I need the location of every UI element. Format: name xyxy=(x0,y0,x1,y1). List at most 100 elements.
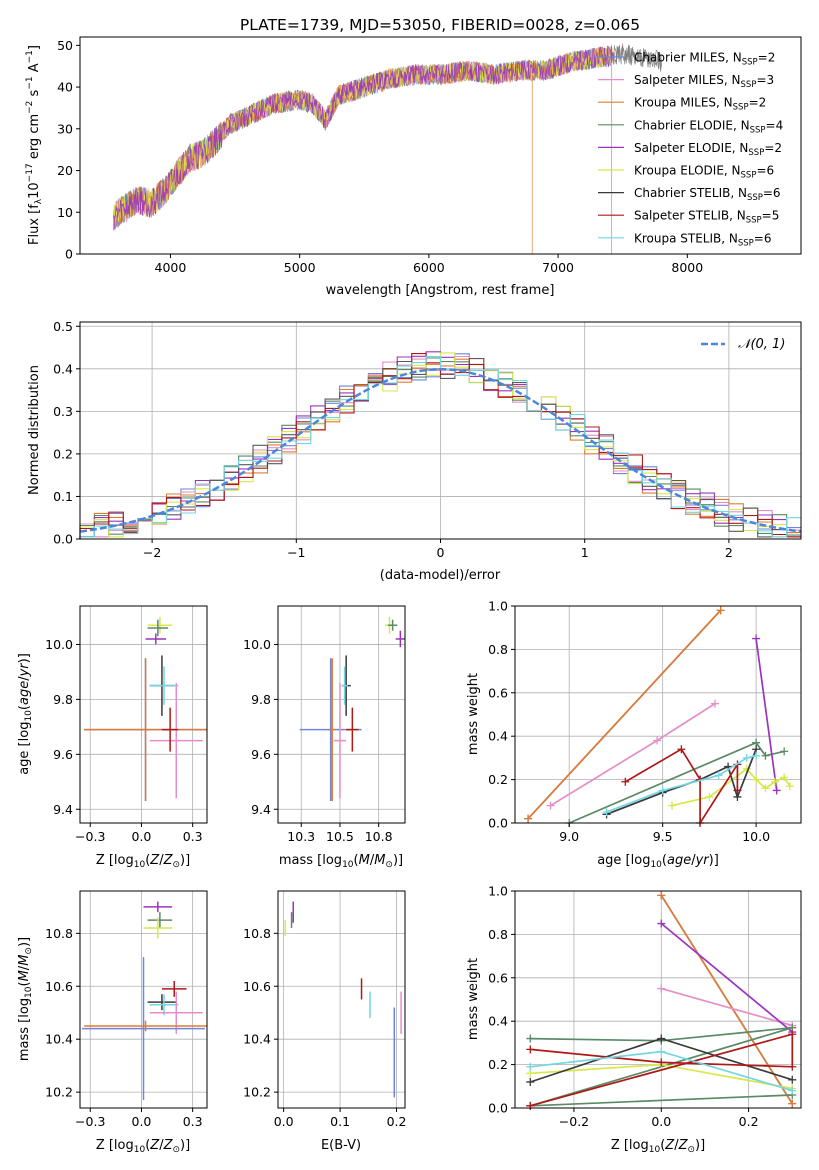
y-tick-label: 0.2 xyxy=(53,446,73,461)
x-tick-label: 4000 xyxy=(155,260,187,275)
y-tick-label: 10.4 xyxy=(243,1032,271,1047)
weight-series-salpeter-miles xyxy=(657,984,797,1030)
mass-vs-metallicity-panel: −0.3 0.0 0.3 10.2 10.4 10.6 10.8 Z [log10(Z/Z⊙… xyxy=(17,890,208,1155)
weight-age-xlabel: age [log10(age/yr)] xyxy=(597,853,719,870)
histogram-xlabel: (data-model)/error xyxy=(380,568,501,583)
legend-label: Kroupa ELODIE, NSSP=6 xyxy=(634,164,774,181)
weight-marker xyxy=(714,771,723,780)
y-tick-label: 0.2 xyxy=(488,772,508,787)
legend-label-sub: SSP xyxy=(741,171,757,181)
weight-marker xyxy=(788,1075,797,1084)
weight-age-axes-frame xyxy=(514,605,802,824)
y-tick-label: 10.8 xyxy=(243,926,271,941)
legend-label-base: Chabrier STELIB, N xyxy=(634,186,747,200)
x-tick-label: 1 xyxy=(581,545,589,560)
legend-label: Chabrier STELIB, NSSP=6 xyxy=(634,186,781,203)
legend-label-sub: SSP xyxy=(741,80,757,90)
legend-label: Salpeter ELODIE, NSSP=2 xyxy=(634,141,782,158)
y-tick-label: 10.0 xyxy=(45,637,73,652)
x-tick-label: 10.5 xyxy=(326,829,354,844)
errorbar-salpeter-elodie xyxy=(395,630,405,648)
legend-label: Salpeter MILES, NSSP=3 xyxy=(634,73,774,90)
errorbar-salpeter-elodie xyxy=(143,901,173,913)
legend-label: Salpeter STELIB, NSSP=5 xyxy=(634,209,779,226)
weight-marker xyxy=(602,808,611,817)
weight-age-ylabel: mass weight xyxy=(466,673,481,755)
y-tick-label: 0.3 xyxy=(53,404,73,419)
y-tick-label: 9.8 xyxy=(53,692,73,707)
weight-series-kroupa-stelib xyxy=(602,751,761,817)
weight-marker xyxy=(733,786,742,795)
errorbar-kroupa-miles xyxy=(84,1020,207,1032)
weight-marker xyxy=(677,745,686,754)
weight-line xyxy=(660,922,793,1033)
spectrum-xlabel: wavelength [Angstrom, rest frame] xyxy=(326,283,555,298)
weight-marker xyxy=(711,699,720,708)
errorbar-chabrier-elodie xyxy=(147,619,169,637)
weight-marker xyxy=(524,814,533,823)
weight-marker xyxy=(761,784,770,793)
x-tick-label: 10.3 xyxy=(287,829,315,844)
x-tick-label: −0.2 xyxy=(559,1114,589,1129)
residual-histogram-kroupa-stelib xyxy=(79,356,801,539)
errorbar-salpeter-miles xyxy=(333,682,347,799)
x-tick-label: 0.0 xyxy=(132,1114,152,1129)
errorbar-salpeter-miles xyxy=(149,991,203,1034)
weight-marker xyxy=(526,1034,535,1043)
errorbar-kroupa-miles xyxy=(84,658,207,802)
weight-series-salpeter-elodie xyxy=(752,634,781,795)
age-mass-xlabel: mass [log10(M/M⊙)] xyxy=(279,853,403,870)
errorbar-kroupa-elodie xyxy=(147,616,173,634)
legend-label-value: =2 xyxy=(758,51,776,65)
errorbar-kroupa-stelib xyxy=(149,994,179,1016)
y-tick-label: 0.6 xyxy=(488,685,508,700)
legend-label-base: Kroupa ELODIE, N xyxy=(634,164,741,178)
y-tick-label: 10.6 xyxy=(45,979,73,994)
weight-marker xyxy=(526,1101,535,1110)
y-tick-label: 10.2 xyxy=(243,1085,271,1100)
age-z-ylabel: age [log10(age/yr)] xyxy=(17,653,34,775)
mass-ebv-xlabel: E(B-V) xyxy=(321,1138,361,1153)
normal-legend-label: 𝒩(0, 1) xyxy=(738,337,785,352)
x-tick-label: −0.3 xyxy=(75,829,105,844)
legend-label-value: =4 xyxy=(766,118,784,132)
errorbar-salpeter-stelib xyxy=(161,980,187,997)
weight-z-axes-frame xyxy=(514,890,802,1109)
y-tick-label: 0.0 xyxy=(488,1101,508,1116)
x-tick-label: 2 xyxy=(725,545,733,560)
legend-label-value: =2 xyxy=(749,96,767,110)
y-tick-label: 10.2 xyxy=(45,1085,73,1100)
age-mass-axes-frame xyxy=(277,605,406,824)
weight-marker xyxy=(716,606,725,615)
x-tick-label: 0.2 xyxy=(387,1114,407,1129)
weight-marker xyxy=(705,792,714,801)
errorbar-kroupa-elodie xyxy=(143,917,173,939)
x-tick-label: −2 xyxy=(143,545,161,560)
spectrum-axes-frame xyxy=(79,36,802,255)
age-vs-mass-panel: 10.3 10.5 10.8 9.4 9.6 9.8 10.0 mass [log10(M/… xyxy=(243,605,406,870)
y-tick-label: 10.6 xyxy=(243,979,271,994)
legend-label-base: Kroupa STELIB, N xyxy=(634,231,738,245)
x-tick-label: 9.0 xyxy=(559,829,579,844)
x-tick-label: 0.0 xyxy=(132,829,152,844)
weight-line xyxy=(624,748,739,826)
mass-z-xlabel: Z [log10(Z/Z⊙)] xyxy=(96,1138,190,1155)
legend-label-sub: SSP xyxy=(738,238,754,248)
weight-marker xyxy=(752,775,761,784)
weight-series-kroupa-stelib xyxy=(526,1047,797,1095)
weight-marker xyxy=(788,1099,797,1108)
legend-label-base: Salpeter MILES, N xyxy=(634,73,741,87)
y-tick-label: 9.6 xyxy=(251,747,271,762)
weight-line xyxy=(527,609,722,820)
y-tick-label: 10 xyxy=(57,205,73,220)
errorbar-salpeter-elodie xyxy=(145,633,167,645)
age-z-axes-frame xyxy=(79,605,208,824)
y-tick-label: 20 xyxy=(57,163,73,178)
weight-marker xyxy=(761,751,770,760)
y-tick-label: 0.5 xyxy=(53,319,73,334)
x-tick-label: 0.3 xyxy=(183,1114,203,1129)
legend-label-value: =2 xyxy=(764,141,782,155)
y-tick-label: 0.0 xyxy=(53,532,73,547)
